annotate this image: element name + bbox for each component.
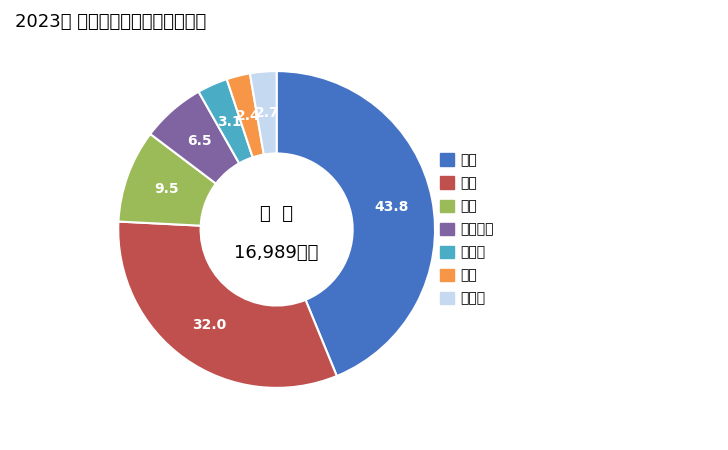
Wedge shape: [119, 134, 216, 226]
Wedge shape: [150, 92, 240, 184]
Text: 2.4: 2.4: [236, 109, 261, 123]
Text: 43.8: 43.8: [374, 200, 409, 214]
Wedge shape: [199, 79, 253, 163]
Wedge shape: [118, 221, 337, 388]
Text: 9.5: 9.5: [154, 182, 179, 197]
Text: 総  額: 総 額: [260, 205, 293, 223]
Text: 3.1: 3.1: [217, 115, 242, 129]
Wedge shape: [226, 73, 264, 158]
Legend: 韓国, 台湾, 米国, ブラジル, ドイツ, 中国, その他: 韓国, 台湾, 米国, ブラジル, ドイツ, 中国, その他: [434, 148, 499, 311]
Text: 2.7: 2.7: [254, 106, 279, 120]
Text: 6.5: 6.5: [187, 135, 212, 148]
Text: 16,989万円: 16,989万円: [234, 244, 319, 262]
Text: 2023年 輸出相手国のシェア（％）: 2023年 輸出相手国のシェア（％）: [15, 14, 206, 32]
Wedge shape: [250, 71, 277, 154]
Text: 32.0: 32.0: [191, 318, 226, 332]
Wedge shape: [277, 71, 435, 376]
